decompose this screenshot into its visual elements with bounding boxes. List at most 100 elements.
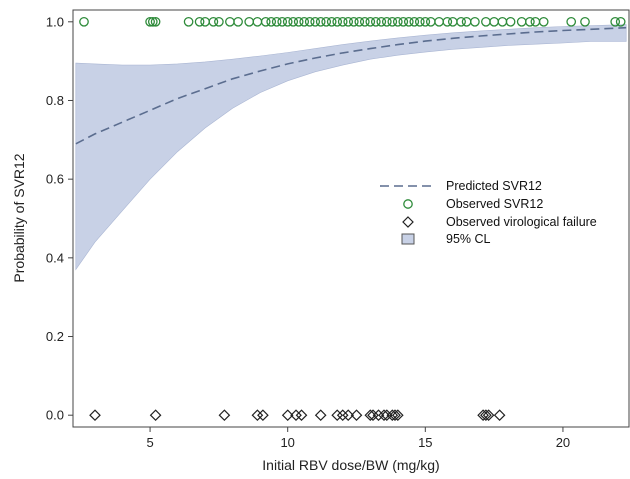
observed-svr-point	[580, 16, 590, 27]
y-tick-label: 0.4	[46, 250, 64, 265]
observed-failure-point	[391, 409, 404, 422]
legend-failure-label: Observed virological failure	[446, 215, 597, 229]
observed-failure-point	[290, 409, 302, 422]
observed-failure-point	[477, 409, 489, 422]
y-tick-label: 0.0	[46, 408, 64, 423]
observed-svr-point	[343, 16, 354, 27]
observed-svr-point	[359, 16, 370, 27]
x-tick-label: 15	[418, 435, 432, 450]
observed-svr-point	[145, 16, 155, 27]
observed-svr-point	[194, 16, 205, 27]
predicted-line	[75, 26, 627, 145]
observed-svr-point	[271, 16, 282, 27]
x-axis: 5 10 15 20	[146, 427, 570, 450]
observed-svr-point	[147, 16, 158, 27]
observed-svr-point	[615, 16, 626, 27]
legend-observed-svr-swatch	[403, 199, 413, 209]
x-axis-label: Initial RBV dose/BW (mg/kg)	[262, 457, 439, 473]
observed-svr-point	[348, 16, 359, 27]
observed-svr-point	[456, 16, 466, 27]
observed-svr-point	[381, 16, 392, 27]
observed-failure-point	[350, 409, 363, 422]
observed-svr-point	[299, 16, 310, 27]
observed-svr-point	[214, 16, 224, 27]
observed-failure-point	[342, 409, 355, 422]
observed-svr-point	[277, 16, 288, 27]
y-tick-label: 1.0	[46, 14, 64, 29]
observed-svr-point	[376, 16, 387, 27]
observed-failure-point	[367, 409, 379, 422]
observed-svr-point	[610, 16, 621, 27]
observed-svr-point	[321, 16, 332, 27]
observed-svr-point	[414, 16, 425, 27]
observed-failure-point	[257, 409, 269, 422]
legend-observed-svr-label: Observed SVR12	[446, 197, 543, 211]
observed-svr-point	[233, 16, 243, 27]
legend-failure-swatch	[402, 216, 414, 228]
observed-svr-point	[354, 16, 365, 27]
observed-svr-point	[310, 16, 321, 27]
legend: Predicted SVR12 Observed SVR12 Observed …	[380, 179, 597, 246]
x-tick-label: 10	[280, 435, 294, 450]
observed-svr-point	[370, 16, 381, 27]
observed-svr-point	[403, 16, 414, 27]
observed-failure-point	[372, 409, 385, 422]
observed-failure-point	[331, 409, 344, 422]
observed-svr-point	[442, 16, 453, 27]
observed-svr-point	[150, 16, 161, 27]
observed-failure-point	[389, 409, 401, 422]
x-tick-label: 5	[146, 435, 153, 450]
ci-band	[75, 24, 627, 271]
y-axis-label: Probability of SVR12	[11, 153, 27, 282]
observed-failure-point	[251, 409, 264, 422]
y-tick-label: 0.8	[46, 93, 64, 108]
observed-svr-point	[566, 16, 577, 27]
observed-svr-point	[315, 16, 326, 27]
observed-svr-point	[282, 16, 293, 27]
observed-svr-point	[260, 16, 271, 27]
legend-ci-label: 95% CL	[446, 232, 491, 246]
observed-failure-point	[493, 409, 506, 422]
x-tick-label: 20	[556, 435, 570, 450]
observed-svr-point	[365, 16, 376, 27]
observed-svr-point	[293, 16, 304, 27]
observed-svr-point	[332, 16, 343, 27]
observed-failure-point	[482, 409, 495, 422]
observed-failure-point	[149, 409, 162, 422]
observed-failure-point	[480, 409, 492, 422]
observed-svr-point	[304, 16, 315, 27]
observed-failure-point	[380, 409, 393, 422]
observed-failure-point	[378, 409, 390, 422]
observed-svr-point	[208, 16, 219, 27]
plot-frame	[72, 9, 630, 428]
observed-svr-point	[398, 16, 409, 27]
observed-svr-point	[420, 16, 431, 27]
observed-failure-point	[314, 409, 327, 422]
observed-svr-point	[326, 16, 337, 27]
observed-svr-point	[505, 16, 516, 27]
observed-svr-point	[183, 16, 194, 27]
observed-svr-point	[79, 16, 89, 27]
observed-svr-point	[266, 16, 277, 27]
y-tick-label: 0.2	[46, 329, 64, 344]
observed-failure-point	[364, 409, 377, 422]
legend-ci-swatch	[401, 233, 415, 245]
plot-area	[75, 16, 627, 422]
observed-failure-point	[336, 409, 349, 422]
observed-failure-point	[281, 409, 294, 422]
observed-svr-point	[387, 16, 398, 27]
y-tick-label: 0.6	[46, 172, 64, 187]
observed-svr-point	[525, 16, 535, 27]
observed-svr-point	[337, 16, 348, 27]
legend-predicted-label: Predicted SVR12	[446, 179, 542, 193]
observed-svr-point	[470, 16, 480, 27]
observed-failure-point	[89, 409, 101, 422]
observed-failure-point	[386, 409, 399, 422]
observed-svr-point	[538, 16, 549, 27]
observed-failure-point	[295, 409, 308, 422]
observed-failure-point	[218, 409, 231, 422]
observed-svr-point	[409, 16, 420, 27]
observed-svr-point	[288, 16, 299, 27]
observed-svr-point	[392, 16, 403, 27]
